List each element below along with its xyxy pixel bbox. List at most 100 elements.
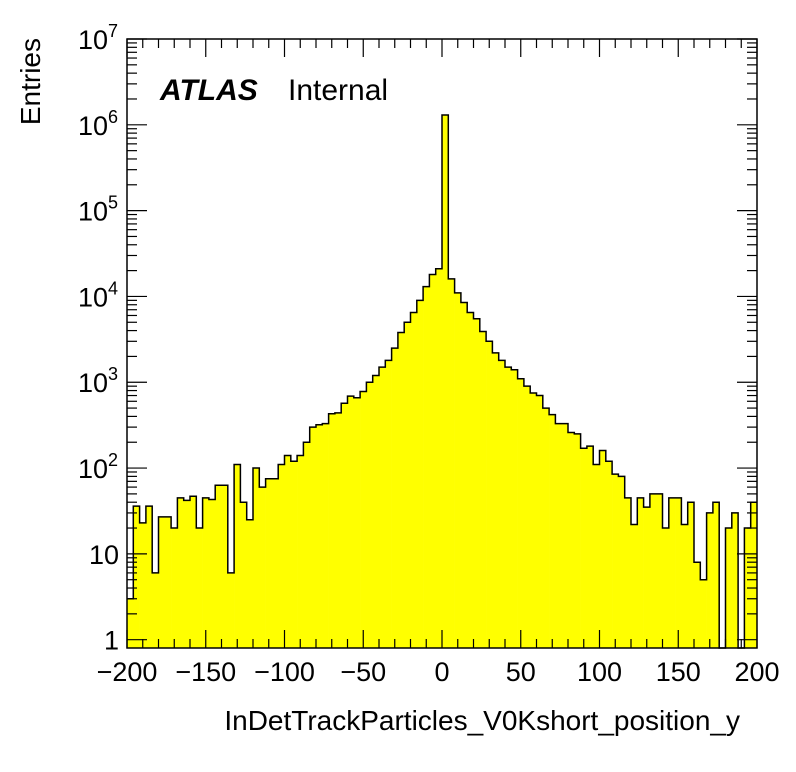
histogram-bar xyxy=(712,502,720,648)
histogram-bar xyxy=(341,403,348,648)
histogram-bar xyxy=(725,528,733,648)
histogram-bar xyxy=(662,528,670,648)
y-tick-label: 1 xyxy=(104,626,119,656)
histogram-bar xyxy=(202,497,210,648)
histogram-bar xyxy=(580,448,588,648)
x-tick-label: −50 xyxy=(340,657,386,687)
histogram-bar xyxy=(624,497,632,648)
x-tick-label: 50 xyxy=(506,657,536,687)
x-tick-label: 0 xyxy=(434,657,449,687)
histogram-bar xyxy=(133,506,140,648)
histogram-bar xyxy=(208,499,216,648)
y-tick-label: 103 xyxy=(78,364,118,398)
histogram-bar xyxy=(309,427,317,648)
histogram-bar xyxy=(240,502,247,648)
histogram-bar xyxy=(511,369,518,648)
histogram-bar xyxy=(322,423,329,648)
histogram-bar xyxy=(171,528,178,648)
histogram-bar xyxy=(183,500,191,648)
histogram-bar xyxy=(574,433,581,648)
histogram-bar xyxy=(656,493,663,648)
histogram-bar xyxy=(164,516,172,648)
x-tick-label: 100 xyxy=(577,657,622,687)
y-tick-label: 105 xyxy=(78,193,118,227)
histogram-bar xyxy=(284,455,292,648)
histogram-bar xyxy=(379,367,386,648)
histogram-bar xyxy=(227,572,235,648)
histogram-bar xyxy=(366,382,373,648)
histogram-bar xyxy=(429,274,436,648)
histogram-bar xyxy=(410,312,418,648)
histogram-bar xyxy=(442,115,449,648)
histogram-bar xyxy=(360,391,367,648)
histogram-bar xyxy=(271,478,279,648)
histogram-bar xyxy=(152,572,159,648)
histogram-bar xyxy=(542,408,550,648)
atlas-label: ATLAS xyxy=(159,74,258,107)
y-tick-label: 106 xyxy=(78,107,118,141)
histogram-bar xyxy=(612,474,619,648)
histogram-bar xyxy=(265,478,273,648)
histogram-bar xyxy=(190,496,197,648)
histogram-bar xyxy=(681,524,688,648)
histogram-bar xyxy=(404,322,411,648)
y-tick-label: 102 xyxy=(78,450,118,484)
histogram-bar xyxy=(448,278,455,648)
histogram-bar xyxy=(668,497,676,648)
x-axis-title: InDetTrackParticles_V0Kshort_position_y xyxy=(224,705,740,736)
histogram-bar xyxy=(158,516,166,648)
histogram-bar xyxy=(498,360,506,648)
histogram-bar xyxy=(297,455,304,648)
histogram-bar xyxy=(605,461,613,648)
histogram-bar xyxy=(177,497,184,648)
y-tick-label: 107 xyxy=(78,21,118,55)
histogram-bar xyxy=(549,414,556,648)
histogram-bar xyxy=(328,413,336,648)
histogram-bar xyxy=(631,524,638,648)
histogram-bar xyxy=(423,286,430,648)
x-tick-label: −100 xyxy=(254,657,315,687)
histogram-bar xyxy=(523,386,531,648)
x-tick-label: 200 xyxy=(734,657,779,687)
histogram-bar xyxy=(593,464,600,648)
histogram-bar xyxy=(139,522,147,648)
histogram-bar xyxy=(479,331,487,648)
histogram-bar xyxy=(561,423,569,648)
internal-label: Internal xyxy=(288,74,388,107)
histogram-bar xyxy=(750,502,758,648)
histogram-bar xyxy=(215,485,222,648)
histogram-bar xyxy=(700,579,707,648)
histogram-bar xyxy=(253,468,260,648)
histogram-bar xyxy=(675,497,682,648)
histogram-bar xyxy=(347,396,355,648)
histogram-bar xyxy=(687,502,695,648)
x-tick-labels: −200 −150 −100 −50 0 50 100 150 200 xyxy=(97,657,780,687)
y-axis-title: Entries xyxy=(15,38,46,125)
histogram-bar xyxy=(637,497,644,648)
histogram-bar xyxy=(460,302,468,648)
y-tick-label: 10 xyxy=(89,540,119,570)
histogram-bar xyxy=(473,318,481,648)
histogram-bar xyxy=(385,360,392,648)
histogram-bar xyxy=(505,367,512,648)
histogram-bar xyxy=(643,507,651,648)
histogram-bars xyxy=(127,115,758,648)
histogram-bar xyxy=(568,432,575,648)
histogram-bar xyxy=(334,412,342,648)
histogram-bar xyxy=(391,348,399,648)
histogram-bar xyxy=(486,341,493,648)
histogram-bar xyxy=(706,512,714,648)
x-tick-label: −150 xyxy=(175,657,236,687)
histogram-bar xyxy=(196,528,203,648)
x-tick-label: −200 xyxy=(97,657,158,687)
histogram-bar xyxy=(694,562,701,648)
histogram-bar xyxy=(372,375,380,648)
histogram-bar xyxy=(435,268,443,648)
histogram-bar xyxy=(278,464,285,648)
histogram-bar xyxy=(259,487,266,648)
histogram-bar xyxy=(353,397,361,648)
histogram-bar xyxy=(649,493,657,648)
histogram-bar xyxy=(536,395,544,648)
y-tick-labels: 1 10 102 103 104 105 106 107 xyxy=(78,21,119,656)
histogram-bar xyxy=(303,442,310,648)
